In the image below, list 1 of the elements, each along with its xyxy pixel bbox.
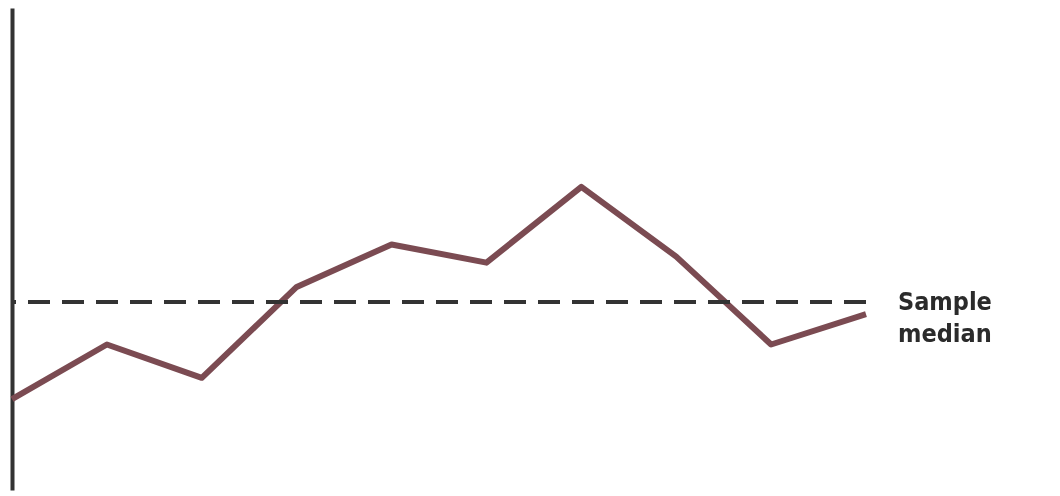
ref-line-label: Sample median: [898, 287, 992, 349]
